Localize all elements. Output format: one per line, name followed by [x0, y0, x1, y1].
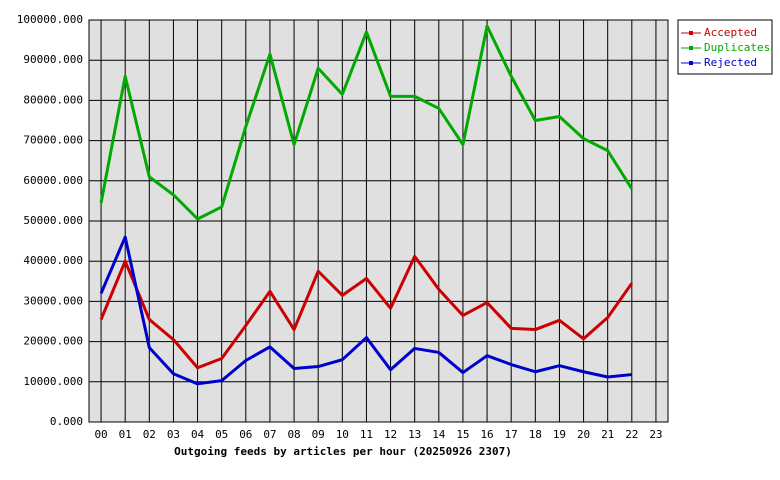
y-tick-label: 70000.000 [23, 134, 83, 147]
x-tick-label: 02 [143, 428, 156, 441]
x-axis-title: Outgoing feeds by articles per hour (202… [174, 445, 512, 458]
legend-marker [689, 31, 693, 35]
x-tick-label: 20 [577, 428, 590, 441]
x-tick-label: 21 [601, 428, 614, 441]
x-tick-label: 19 [553, 428, 566, 441]
legend-label: Rejected [704, 56, 757, 69]
legend-marker [689, 61, 693, 65]
series-line [99, 24, 634, 221]
x-tick-label: 10 [336, 428, 349, 441]
y-tick-label: 100000.000 [17, 13, 83, 26]
series-line [99, 254, 634, 370]
y-tick-label: 20000.000 [23, 335, 83, 348]
y-tick-label: 90000.000 [23, 53, 83, 66]
x-tick-label: 00 [94, 428, 107, 441]
y-tick-label: 0.000 [50, 415, 83, 428]
legend-marker [689, 46, 693, 50]
y-tick-label: 50000.000 [23, 214, 83, 227]
x-tick-label: 14 [432, 428, 446, 441]
y-tick-label: 60000.000 [23, 174, 83, 187]
y-tick-label: 30000.000 [23, 294, 83, 307]
x-tick-label: 09 [312, 428, 325, 441]
x-tick-label: 15 [456, 428, 469, 441]
x-tick-label: 18 [529, 428, 542, 441]
x-tick-label: 04 [191, 428, 205, 441]
x-tick-label: 16 [480, 428, 493, 441]
x-tick-label: 08 [287, 428, 300, 441]
legend-label: Duplicates [704, 41, 770, 54]
x-tick-label: 23 [649, 428, 662, 441]
y-tick-label: 40000.000 [23, 254, 83, 267]
legend-label: Accepted [704, 26, 757, 39]
series-line [99, 235, 632, 386]
x-tick-label: 22 [625, 428, 638, 441]
y-tick-label: 10000.000 [23, 375, 83, 388]
x-tick-label: 17 [505, 428, 518, 441]
x-tick-label: 07 [263, 428, 276, 441]
y-tick-label: 80000.000 [23, 93, 83, 106]
x-tick-label: 13 [408, 428, 421, 441]
x-tick-label: 12 [384, 428, 397, 441]
legend-box [677, 19, 773, 75]
x-tick-label: 06 [239, 428, 252, 441]
x-tick-label: 11 [360, 428, 373, 441]
x-tick-label: 05 [215, 428, 228, 441]
x-tick-label: 01 [119, 428, 132, 441]
x-tick-label: 03 [167, 428, 180, 441]
